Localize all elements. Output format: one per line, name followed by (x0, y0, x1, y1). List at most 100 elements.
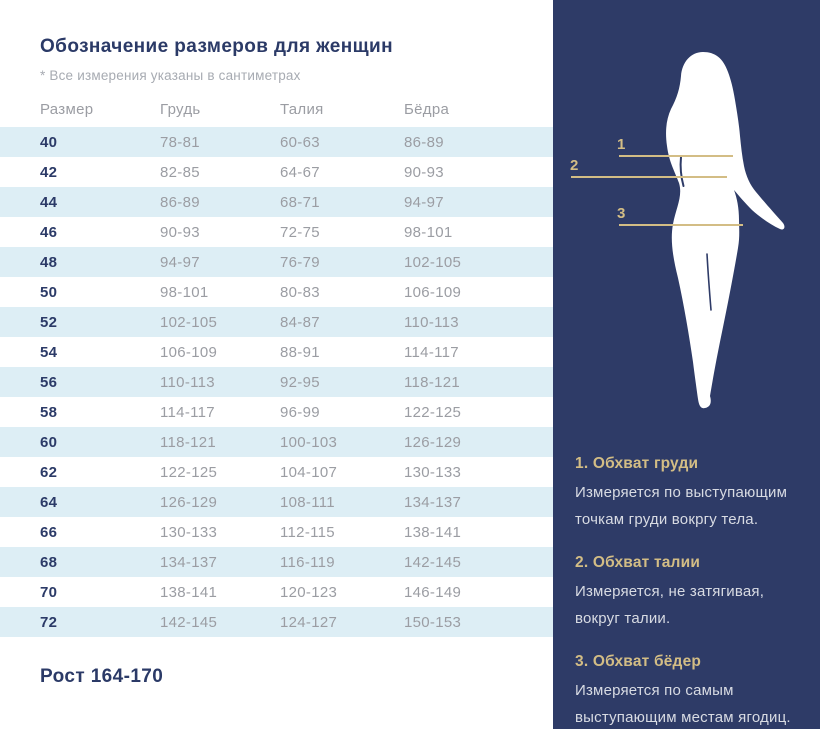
table-header-row: Размер Грудь Талия Бёдра (0, 99, 553, 119)
waist-cell: 72-75 (280, 223, 320, 241)
chest-cell: 130-133 (160, 523, 218, 541)
hips-cell: 98-101 (404, 223, 453, 241)
column-header-hips: Бёдра (404, 100, 450, 118)
table-row: 60 118-121 100-103 126-129 (0, 427, 553, 457)
hips-cell: 150-153 (404, 613, 462, 631)
hips-cell: 106-109 (404, 283, 462, 301)
hips-measure-line (619, 224, 743, 226)
table-row: 54 106-109 88-91 114-117 (0, 337, 553, 367)
hips-cell: 138-141 (404, 523, 462, 541)
hips-cell: 86-89 (404, 133, 444, 151)
legend-item-hips: 3. Обхват бёдер Измеряется по самым выст… (575, 653, 810, 729)
waist-cell: 116-119 (280, 553, 335, 571)
table-row: 52 102-105 84-87 110-113 (0, 307, 553, 337)
woman-silhouette (666, 52, 785, 409)
waist-cell: 80-83 (280, 283, 320, 301)
legend-body-chest: Измеряется по выступающим точкам груди в… (575, 484, 788, 528)
chest-cell: 82-85 (160, 163, 200, 181)
hips-marker-number: 3 (617, 205, 626, 222)
legend-body-hips: Измеряется по самым выступающим местам я… (575, 682, 791, 726)
hips-cell: 102-105 (404, 253, 462, 271)
size-cell: 62 (40, 463, 58, 481)
table-row: 46 90-93 72-75 98-101 (0, 217, 553, 247)
table-row: 70 138-141 120-123 146-149 (0, 577, 553, 607)
waist-cell: 100-103 (280, 433, 338, 451)
hips-cell: 118-121 (404, 373, 461, 391)
table-row: 56 110-113 92-95 118-121 (0, 367, 553, 397)
size-cell: 50 (40, 283, 58, 301)
chest-cell: 118-121 (160, 433, 217, 451)
table-row: 40 78-81 60-63 86-89 (0, 127, 553, 157)
hips-cell: 110-113 (404, 313, 459, 331)
size-cell: 72 (40, 613, 58, 631)
size-cell: 42 (40, 163, 58, 181)
chest-cell: 78-81 (160, 133, 200, 151)
chest-cell: 90-93 (160, 223, 200, 241)
units-note: * Все измерения указаны в сантиметрах (40, 68, 301, 83)
table-row: 66 130-133 112-115 138-141 (0, 517, 553, 547)
waist-marker-number: 2 (570, 157, 579, 174)
height-range-note: Рост 164-170 (40, 666, 164, 687)
waist-cell: 96-99 (280, 403, 320, 421)
size-cell: 70 (40, 583, 58, 601)
table-row: 50 98-101 80-83 106-109 (0, 277, 553, 307)
size-cell: 66 (40, 523, 58, 541)
legend-item-chest: 1. Обхват груди Измеряется по выступающи… (575, 455, 810, 533)
size-cell: 68 (40, 553, 58, 571)
column-header-waist: Талия (280, 100, 324, 118)
legend-title-waist: 2. Обхват талии (575, 554, 701, 571)
waist-cell: 92-95 (280, 373, 320, 391)
waist-cell: 84-87 (280, 313, 320, 331)
chest-cell: 98-101 (160, 283, 209, 301)
waist-cell: 124-127 (280, 613, 338, 631)
size-cell: 54 (40, 343, 58, 361)
size-cell: 40 (40, 133, 58, 151)
chest-cell: 86-89 (160, 193, 200, 211)
table-row: 44 86-89 68-71 94-97 (0, 187, 553, 217)
waist-cell: 76-79 (280, 253, 320, 271)
chest-marker-number: 1 (617, 136, 626, 153)
size-cell: 58 (40, 403, 58, 421)
measurement-legend: 1. Обхват груди Измеряется по выступающи… (575, 455, 810, 729)
waist-cell: 88-91 (280, 343, 320, 361)
hips-cell: 90-93 (404, 163, 444, 181)
waist-cell: 108-111 (280, 493, 335, 511)
chest-cell: 122-125 (160, 463, 218, 481)
size-cell: 48 (40, 253, 58, 271)
legend-body-waist: Измеряется, не затягивая, вокруг талии. (575, 583, 765, 627)
hips-cell: 134-137 (404, 493, 462, 511)
column-header-chest: Грудь (160, 100, 201, 118)
waist-cell: 120-123 (280, 583, 338, 601)
waist-measure-line (571, 176, 727, 178)
legend-title-hips: 3. Обхват бёдер (575, 653, 702, 670)
table-row: 48 94-97 76-79 102-105 (0, 247, 553, 277)
table-row: 72 142-145 124-127 150-153 (0, 607, 553, 637)
size-cell: 52 (40, 313, 58, 331)
waist-cell: 64-67 (280, 163, 320, 181)
legend-title-chest: 1. Обхват груди (575, 455, 699, 472)
size-cell: 44 (40, 193, 58, 211)
page-title: Обозначение размеров для женщин (40, 36, 393, 57)
waist-cell: 104-107 (280, 463, 338, 481)
chest-measure-line (619, 155, 733, 157)
chest-cell: 138-141 (160, 583, 218, 601)
chest-cell: 102-105 (160, 313, 218, 331)
chest-cell: 134-137 (160, 553, 218, 571)
table-row: 62 122-125 104-107 130-133 (0, 457, 553, 487)
chest-cell: 106-109 (160, 343, 218, 361)
size-cell: 56 (40, 373, 58, 391)
column-header-size: Размер (40, 100, 94, 118)
chest-cell: 94-97 (160, 253, 200, 271)
hips-cell: 126-129 (404, 433, 462, 451)
hips-cell: 94-97 (404, 193, 444, 211)
chest-cell: 142-145 (160, 613, 218, 631)
waist-cell: 60-63 (280, 133, 320, 151)
hips-cell: 146-149 (404, 583, 462, 601)
waist-cell: 68-71 (280, 193, 320, 211)
size-cell: 60 (40, 433, 58, 451)
chest-cell: 114-117 (160, 403, 215, 421)
hips-cell: 130-133 (404, 463, 462, 481)
legend-item-waist: 2. Обхват талии Измеряется, не затягивая… (575, 554, 810, 632)
table-row: 58 114-117 96-99 122-125 (0, 397, 553, 427)
chest-cell: 126-129 (160, 493, 218, 511)
